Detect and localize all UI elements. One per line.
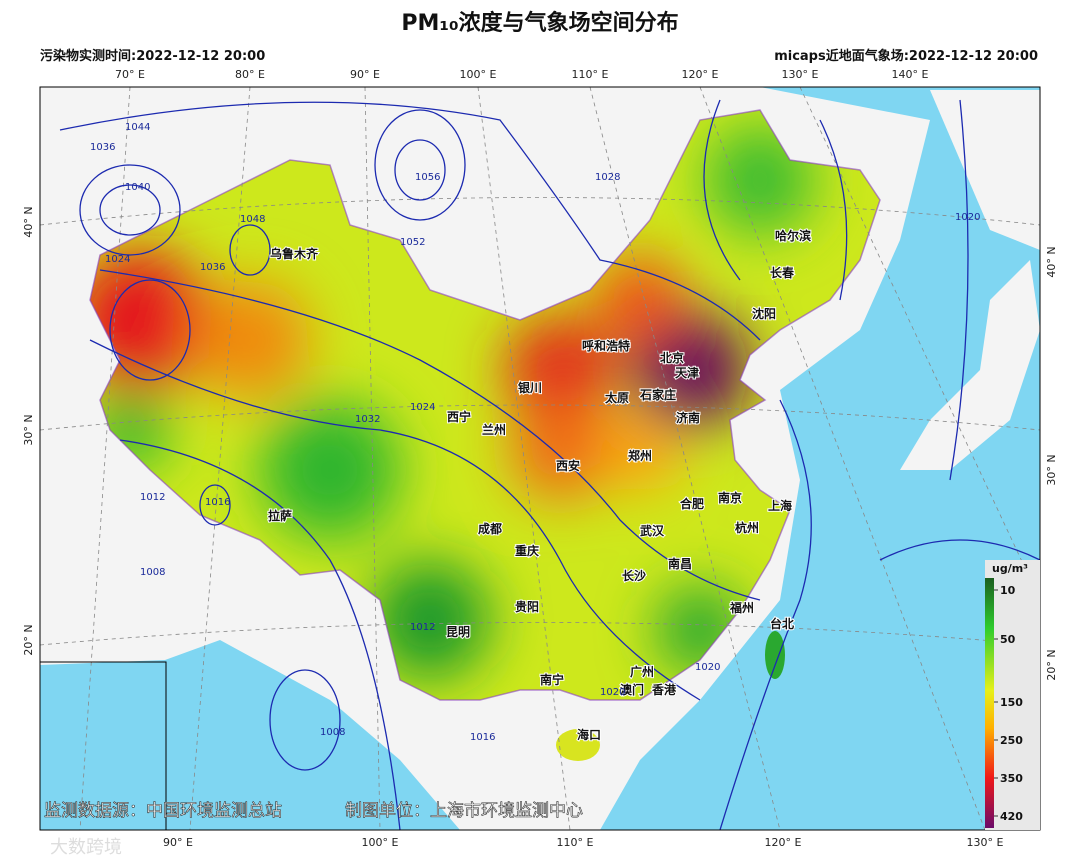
isobar-label: 1052 — [400, 237, 425, 248]
legend-tick-label: 10 — [1000, 584, 1016, 597]
city-label: 济南 — [676, 410, 700, 425]
bottom-axis-label: 120° E — [765, 836, 802, 849]
city-label: 呼和浩特 — [582, 338, 630, 353]
bottom-axis-label: 110° E — [557, 836, 594, 849]
top-axis-label: 110° E — [572, 68, 609, 81]
left-axis-label: 30° N — [22, 414, 35, 445]
isobar-label: 1036 — [90, 142, 115, 153]
city-label: 银川 — [518, 380, 542, 395]
city-label: 拉萨 — [268, 508, 292, 523]
city-label: 南宁 — [540, 672, 564, 687]
legend-tick-label: 250 — [1000, 734, 1023, 747]
right-note: micaps近地面气象场:2022-12-12 20:00 — [774, 48, 1038, 64]
city-label: 石家庄 — [639, 387, 676, 402]
bottom-axis-label: 100° E — [362, 836, 399, 849]
city-label: 西宁 — [447, 409, 471, 424]
city-label: 兰州 — [482, 422, 506, 437]
city-label: 太原 — [605, 390, 629, 405]
legend-tick-label: 50 — [1000, 633, 1016, 646]
city-label: 乌鲁木齐 — [270, 246, 319, 261]
legend-tick-label: 150 — [1000, 696, 1023, 709]
isobar-label: 1020 — [600, 687, 625, 698]
colorbar — [985, 560, 1040, 830]
city-label: 广州 — [630, 664, 654, 679]
title: PM₁₀浓度与气象场空间分布 — [401, 10, 678, 36]
footer-source: 监测数据源：中国环境监测总站 — [44, 801, 282, 821]
isobar-label: 1012 — [410, 622, 435, 633]
isobar-label: 1048 — [240, 214, 265, 225]
city-label: 成都 — [478, 521, 502, 536]
top-axis-label: 70° E — [115, 68, 145, 81]
city-label: 武汉 — [640, 523, 665, 538]
city-label: 南昌 — [668, 556, 692, 571]
isobar-label: 1012 — [140, 492, 165, 503]
footer-maker: 制图单位：上海市环境监测中心 — [345, 801, 583, 821]
city-label: 哈尔滨 — [775, 228, 811, 243]
city-label: 澳门 — [620, 682, 644, 697]
isobar-label: 1056 — [415, 172, 440, 183]
city-label: 合肥 — [680, 496, 704, 511]
right-axis-label: 20° N — [1045, 649, 1058, 680]
city-label: 郑州 — [628, 448, 652, 463]
city-label: 昆明 — [446, 625, 470, 639]
bottom-axis-label: 130° E — [967, 836, 1004, 849]
bottom-axis-label: 90° E — [163, 836, 193, 849]
isobar-label: 1036 — [200, 262, 225, 273]
isobar-label: 1008 — [140, 567, 165, 578]
top-axis-label: 100° E — [460, 68, 497, 81]
isobar-label: 1024 — [105, 254, 130, 265]
legend-tick-label: 350 — [1000, 772, 1023, 785]
isobar-label: 1044 — [125, 122, 150, 133]
city-label: 长春 — [770, 265, 795, 280]
right-axis-label: 30° N — [1045, 454, 1058, 485]
isobar-label: 1020 — [695, 662, 720, 673]
top-axis-label: 130° E — [782, 68, 819, 81]
isobar-label: 1028 — [595, 172, 620, 183]
isobar-label: 1020 — [955, 212, 980, 223]
top-axis-label: 90° E — [350, 68, 380, 81]
city-label: 天津 — [675, 365, 699, 380]
isobar-label: 1024 — [410, 402, 435, 413]
isobar-label: 1008 — [320, 727, 345, 738]
city-label: 海口 — [577, 727, 601, 742]
city-label: 贵阳 — [515, 599, 539, 614]
left-axis-label: 40° N — [22, 206, 35, 237]
city-label: 长沙 — [622, 568, 646, 583]
left-axis-label: 20° N — [22, 624, 35, 655]
isobar-label: 1016 — [470, 732, 495, 743]
top-axis-label: 140° E — [892, 68, 929, 81]
city-label: 香港 — [651, 682, 677, 697]
city-label: 沈阳 — [752, 306, 776, 321]
city-label: 南京 — [718, 490, 742, 505]
city-label: 上海 — [768, 498, 792, 513]
isobar-label: 1016 — [205, 497, 230, 508]
right-axis-label: 40° N — [1045, 246, 1058, 277]
city-label: 重庆 — [515, 543, 539, 558]
legend-unit: ug/m³ — [992, 562, 1028, 575]
city-label: 福州 — [729, 600, 754, 615]
top-axis-label: 120° E — [682, 68, 719, 81]
city-label: 杭州 — [735, 520, 759, 535]
map — [40, 87, 1040, 830]
legend-tick-label: 420 — [1000, 810, 1023, 823]
city-label: 台北 — [770, 616, 794, 631]
isobar-label: 1040 — [125, 182, 150, 193]
city-label: 西安 — [556, 458, 580, 473]
city-label: 北京 — [660, 350, 684, 365]
watermark: 大数跨境 — [50, 837, 122, 858]
left-note: 污染物实测时间:2022-12-12 20:00 — [40, 48, 265, 64]
isobar-label: 1032 — [355, 414, 380, 425]
top-axis-label: 80° E — [235, 68, 265, 81]
